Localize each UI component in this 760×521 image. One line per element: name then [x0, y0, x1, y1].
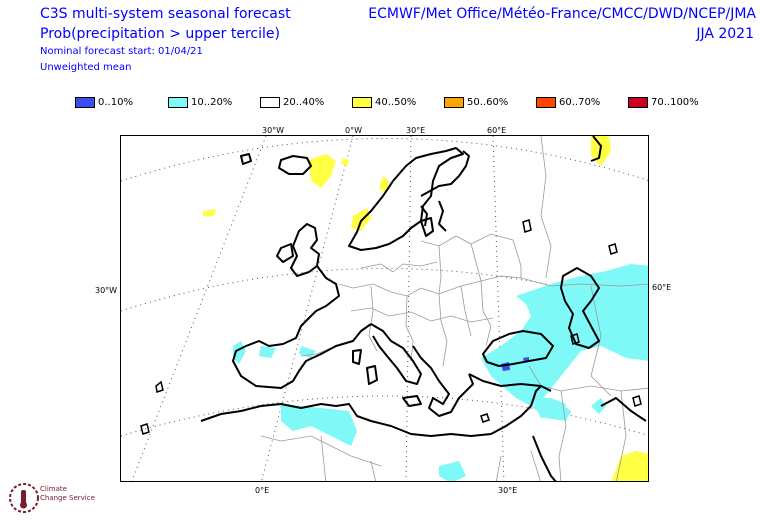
coastlines — [200, 136, 647, 481]
map-title: C3S multi-system seasonal forecast — [40, 6, 291, 22]
axis-label-top: 60°E — [487, 126, 507, 135]
legend-swatch — [536, 97, 556, 108]
legend-label: 40..50% — [375, 97, 417, 108]
legend-swatch — [168, 97, 188, 108]
probability-map — [120, 135, 649, 482]
season-label: JJA 2021 — [696, 26, 754, 42]
prob-10-20 — [233, 264, 648, 481]
axis-label-bottom: 30°E — [498, 486, 518, 495]
legend-label: 50..60% — [467, 97, 509, 108]
logo-line: Change Service — [40, 494, 95, 502]
centres-label: ECMWF/Met Office/Météo-France/CMCC/DWD/N… — [368, 6, 756, 22]
legend-label: 60..70% — [559, 97, 601, 108]
legend-label: 20..40% — [283, 97, 325, 108]
axis-label-right: 60°E — [652, 283, 672, 292]
map-subtitle: Prob(precipitation > upper tercile) — [40, 26, 280, 42]
small-coast-features — [140, 219, 642, 435]
legend-label: 10..20% — [191, 97, 233, 108]
mean-type-label: Unweighted mean — [40, 62, 132, 73]
axis-label-top: 30°E — [406, 126, 426, 135]
legend-swatch — [444, 97, 464, 108]
legend-swatch — [75, 97, 95, 108]
copernicus-logo-icon — [9, 483, 39, 513]
legend-label: 0..10% — [98, 97, 133, 108]
forecast-start-label: Nominal forecast start: 01/04/21 — [40, 46, 203, 57]
axis-label-bottom: 0°E — [255, 486, 270, 495]
legend-swatch — [628, 97, 648, 108]
axis-label-left: 30°W — [95, 286, 118, 295]
graticule — [121, 136, 648, 481]
legend-label: 70..100% — [651, 97, 699, 108]
axis-label-top: 0°W — [345, 126, 362, 135]
country-borders — [260, 136, 648, 481]
legend-swatch — [260, 97, 280, 108]
legend-swatch — [352, 97, 372, 108]
logo-line: Climate — [40, 485, 67, 493]
logo-text: Climate Change Service — [40, 485, 95, 503]
axis-label-top: 30°W — [262, 126, 285, 135]
